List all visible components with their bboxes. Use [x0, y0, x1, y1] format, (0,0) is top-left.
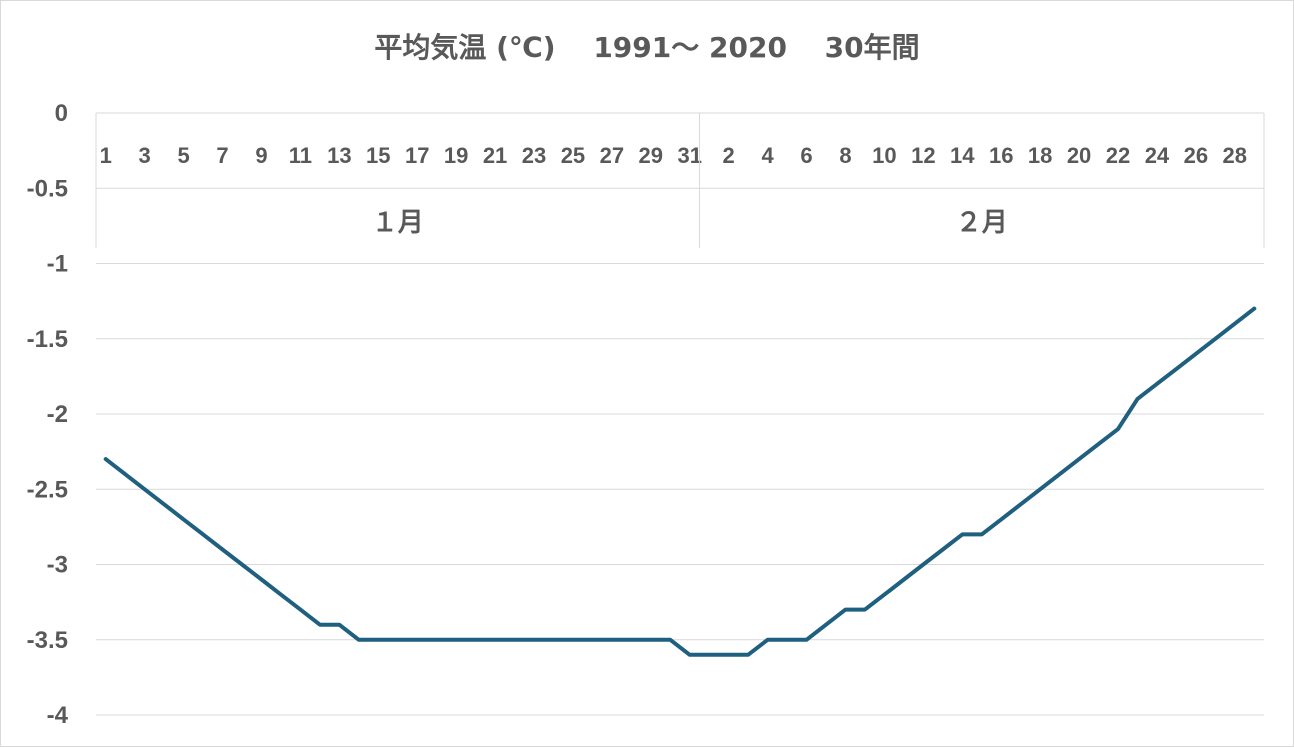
chart-title: 平均気温 (℃) 1991～ 2020 30年間 — [374, 31, 920, 64]
y-tick-label: -1 — [47, 251, 68, 278]
series-line — [103, 306, 1257, 657]
x-tick-label: 20 — [1067, 143, 1091, 168]
x-tick-label: 7 — [216, 143, 228, 168]
x-tick-label: 28 — [1223, 143, 1247, 168]
y-tick-label: 0 — [55, 100, 68, 127]
x-tick-label: 19 — [444, 143, 468, 168]
x-tick-label: 26 — [1184, 143, 1208, 168]
x-tick-label: 10 — [872, 143, 896, 168]
x-tick-label: 9 — [255, 143, 267, 168]
x-tick-label: 25 — [561, 143, 585, 168]
x-tick-label: 21 — [483, 143, 507, 168]
x-tick-label: 22 — [1106, 143, 1130, 168]
x-tick-label: 18 — [1028, 143, 1052, 168]
y-tick-label: -2 — [47, 401, 68, 428]
x-tick-label: 13 — [327, 143, 351, 168]
x-tick-label: 12 — [911, 143, 935, 168]
y-tick-label: -1.5 — [27, 326, 68, 353]
x-tick-label: 24 — [1145, 143, 1170, 168]
x-tick-label: 29 — [639, 143, 663, 168]
x-tick-label: 31 — [677, 143, 701, 168]
x-tick-label: 2 — [723, 143, 735, 168]
x-tick-label: 23 — [522, 143, 546, 168]
x-tick-label: 3 — [139, 143, 151, 168]
x-tick-label: 17 — [405, 143, 429, 168]
x-tick-label: 11 — [289, 143, 312, 168]
x-tick-label: 14 — [950, 143, 975, 168]
x-group-label: １月 — [372, 207, 424, 237]
x-tick-label: 8 — [839, 143, 851, 168]
x-tick-label: 4 — [761, 143, 774, 168]
x-tick-label: 6 — [800, 143, 812, 168]
y-tick-label: -2.5 — [27, 476, 68, 503]
y-tick-label: -4 — [47, 702, 69, 729]
x-tick-label: 5 — [177, 143, 189, 168]
x-tick-label: 16 — [989, 143, 1013, 168]
x-tick-label: 1 — [100, 143, 112, 168]
x-tick-label: 27 — [600, 143, 624, 168]
x-group-label: ２月 — [956, 207, 1008, 237]
x-tick-label: 15 — [366, 143, 390, 168]
y-tick-label: -0.5 — [27, 175, 68, 202]
y-tick-label: -3 — [47, 552, 68, 579]
y-tick-label: -3.5 — [27, 627, 68, 654]
